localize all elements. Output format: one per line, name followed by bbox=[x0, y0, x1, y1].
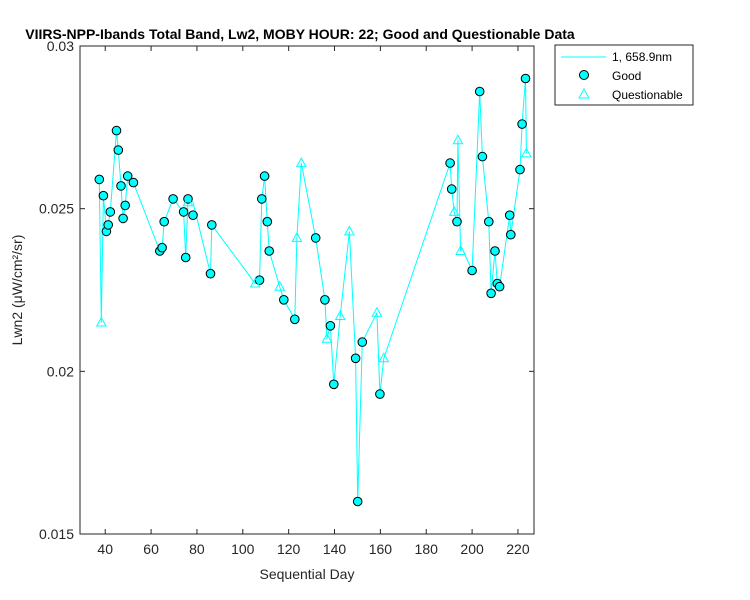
good-point bbox=[113, 145, 124, 155]
series-layer bbox=[94, 73, 532, 507]
x-tick-label: 40 bbox=[97, 541, 113, 557]
x-tick-label: 80 bbox=[189, 541, 205, 557]
good-point bbox=[474, 86, 485, 97]
questionable-point bbox=[452, 134, 464, 145]
good-point bbox=[159, 216, 169, 227]
questionable-point bbox=[249, 277, 261, 288]
good-point bbox=[262, 216, 273, 227]
legend-good-marker bbox=[579, 70, 589, 80]
x-tick-label: 200 bbox=[460, 541, 484, 557]
questionable-point bbox=[371, 306, 383, 317]
good-point bbox=[257, 194, 267, 204]
questionable-point bbox=[95, 316, 107, 327]
legend-entry-series: 1, 658.9nm bbox=[612, 50, 672, 64]
good-point bbox=[94, 174, 105, 185]
good-point bbox=[168, 194, 178, 204]
questionable-point bbox=[334, 309, 346, 320]
good-point bbox=[180, 252, 191, 263]
legend-box bbox=[554, 44, 694, 106]
good-point bbox=[111, 125, 122, 136]
x-tick-label: 120 bbox=[277, 541, 301, 557]
good-point bbox=[357, 337, 368, 347]
legend-entry-good: Good bbox=[612, 69, 641, 83]
y-tick-label: 0.025 bbox=[39, 201, 74, 217]
good-point bbox=[452, 216, 462, 227]
good-point bbox=[520, 73, 531, 84]
good-point bbox=[207, 220, 217, 230]
good-point bbox=[205, 268, 216, 279]
questionable-point bbox=[274, 280, 286, 291]
good-point bbox=[445, 158, 455, 168]
good-point bbox=[467, 265, 477, 276]
good-point bbox=[446, 184, 457, 194]
good-point bbox=[494, 281, 505, 292]
good-point bbox=[157, 242, 167, 253]
legend-entry-questionable: Questionable bbox=[612, 88, 683, 102]
y-axis-label: Lwn2 (μW/cm²/sr) bbox=[9, 235, 25, 346]
legend-questionable-marker bbox=[578, 87, 590, 99]
legend: 1, 658.9nm Good Questionable bbox=[554, 44, 694, 106]
x-tick-label: 180 bbox=[415, 541, 439, 557]
good-point bbox=[310, 233, 321, 243]
good-point bbox=[279, 295, 289, 305]
y-tick-label: 0.015 bbox=[39, 526, 74, 542]
good-point bbox=[122, 171, 133, 181]
x-tick-label: 140 bbox=[323, 541, 347, 557]
questionable-point bbox=[520, 147, 532, 158]
good-point bbox=[477, 151, 488, 162]
good-point bbox=[329, 379, 339, 390]
good-point bbox=[325, 321, 336, 331]
good-point bbox=[375, 389, 385, 399]
good-point bbox=[506, 229, 516, 240]
questionable-point bbox=[455, 244, 467, 255]
chart-title: VIIRS-NPP-Ibands Total Band, Lw2, MOBY H… bbox=[25, 26, 575, 42]
good-point bbox=[350, 353, 361, 364]
y-axis: 0.015 0.02 0.025 0.03 bbox=[39, 38, 534, 542]
good-point bbox=[259, 171, 270, 181]
good-point bbox=[128, 177, 139, 188]
good-point bbox=[103, 220, 113, 230]
good-point bbox=[490, 246, 500, 256]
good-point bbox=[290, 314, 300, 325]
good-point bbox=[120, 200, 130, 211]
good-point bbox=[504, 210, 515, 220]
good-point bbox=[320, 295, 330, 305]
plot-area bbox=[79, 45, 535, 535]
x-tick-label: 220 bbox=[506, 541, 530, 557]
good-point bbox=[264, 246, 275, 256]
questionable-point bbox=[448, 205, 460, 216]
questionable-point bbox=[291, 231, 303, 242]
good-point bbox=[118, 213, 128, 224]
x-axis: 40 60 80 100 120 140 160 180 200 220 bbox=[97, 46, 530, 557]
good-point bbox=[352, 496, 363, 507]
questionable-point bbox=[378, 352, 390, 363]
x-tick-label: 60 bbox=[143, 541, 159, 557]
y-tick-label: 0.03 bbox=[47, 38, 74, 54]
good-point bbox=[486, 288, 496, 299]
x-tick-label: 100 bbox=[231, 541, 255, 557]
good-point bbox=[105, 207, 116, 217]
questionable-point bbox=[182, 196, 194, 207]
x-axis-label: Sequential Day bbox=[260, 566, 355, 582]
good-point bbox=[116, 181, 126, 191]
good-point bbox=[517, 119, 527, 129]
questionable-point bbox=[321, 332, 333, 343]
questionable-point bbox=[295, 157, 307, 168]
good-point bbox=[178, 207, 189, 217]
good-point bbox=[188, 210, 198, 220]
good-point bbox=[98, 190, 109, 201]
questionable-point bbox=[343, 225, 355, 236]
good-point bbox=[515, 164, 525, 175]
y-tick-label: 0.02 bbox=[47, 363, 74, 379]
x-tick-label: 160 bbox=[369, 541, 393, 557]
good-point bbox=[484, 216, 494, 227]
